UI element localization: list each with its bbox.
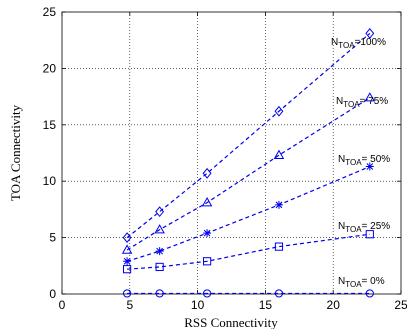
series-annotation: NTOA= 75% xyxy=(336,96,388,109)
circle-marker xyxy=(122,289,132,298)
annotation-sub: TOA xyxy=(345,158,362,167)
circle-marker xyxy=(155,289,164,298)
annotation-main: N xyxy=(338,221,345,232)
star-marker xyxy=(123,257,132,266)
annotation-suffix: = 50% xyxy=(362,154,391,165)
triangle-marker xyxy=(273,149,285,159)
annotation-layer: NTOA=100%NTOA= 75%NTOA= 50%NTOA= 25%NTOA… xyxy=(331,37,390,289)
triangle-marker xyxy=(121,244,133,254)
series-square xyxy=(122,230,374,274)
square-marker xyxy=(202,257,212,266)
plot-frame xyxy=(61,11,402,295)
circle-marker xyxy=(202,289,212,298)
square-marker xyxy=(365,230,374,239)
tick-layer: 0 5 10 15 20 25 0 5 10 15 20 25 xyxy=(43,5,407,312)
diamond-marker xyxy=(274,105,284,117)
x-tick-label: 5 xyxy=(126,298,133,312)
series-annotation: NTOA= 25% xyxy=(338,221,390,234)
star-marker xyxy=(155,247,164,256)
star-marker xyxy=(203,229,212,238)
square-marker xyxy=(155,262,164,272)
series-line xyxy=(126,97,371,251)
circle-marker xyxy=(365,289,374,298)
x-tick-label: 15 xyxy=(259,298,273,312)
series-diamond xyxy=(122,28,375,243)
star-marker xyxy=(274,200,283,209)
y-tick-label: 20 xyxy=(43,61,57,75)
x-axis-label: RSS Connectivity xyxy=(184,315,278,329)
series-triangle xyxy=(121,92,376,254)
series-annotation: NTOA= 0% xyxy=(338,276,385,289)
annotation-suffix: = 25% xyxy=(362,221,391,232)
x-tick-label: 20 xyxy=(327,298,341,312)
annotation-main: N xyxy=(336,96,343,107)
square-marker xyxy=(274,242,284,251)
triangle-marker xyxy=(154,224,165,234)
series-star xyxy=(123,162,374,266)
series-circle xyxy=(122,289,374,298)
x-tick-label: 0 xyxy=(59,298,66,312)
annotation-main: N xyxy=(338,276,345,287)
star-marker xyxy=(365,162,374,171)
triangle-marker xyxy=(201,197,213,207)
square-marker xyxy=(122,265,132,274)
series-annotation: NTOA=100% xyxy=(331,37,386,50)
annotation-main: N xyxy=(338,154,345,165)
y-axis-label: TOA Connectivity xyxy=(8,104,23,201)
y-tick-label: 10 xyxy=(43,174,57,188)
annotation-sub: TOA xyxy=(343,100,360,109)
x-tick-label: 10 xyxy=(191,298,205,312)
triangle-marker xyxy=(364,92,376,102)
annotation-suffix: = 75% xyxy=(360,96,389,107)
series-line xyxy=(127,233,370,270)
annotation-main: N xyxy=(331,37,338,48)
annotation-sub: TOA xyxy=(338,41,355,50)
y-tick-label: 25 xyxy=(43,5,57,19)
annotation-suffix: = 0% xyxy=(362,276,385,287)
annotation-sub: TOA xyxy=(345,280,362,289)
series-annotation: NTOA= 50% xyxy=(338,154,390,167)
annotation-suffix: =100% xyxy=(355,37,387,48)
diamond-marker xyxy=(122,232,132,243)
x-tick-label: 25 xyxy=(394,298,407,312)
diamond-marker xyxy=(202,167,212,179)
y-tick-label: 5 xyxy=(49,231,56,245)
diamond-marker xyxy=(365,28,375,39)
y-tick-label: 15 xyxy=(43,118,57,132)
series-layer xyxy=(121,28,376,298)
circle-marker xyxy=(274,289,284,298)
diamond-marker xyxy=(155,206,165,218)
annotation-sub: TOA xyxy=(345,225,362,234)
y-tick-label: 0 xyxy=(49,287,56,301)
